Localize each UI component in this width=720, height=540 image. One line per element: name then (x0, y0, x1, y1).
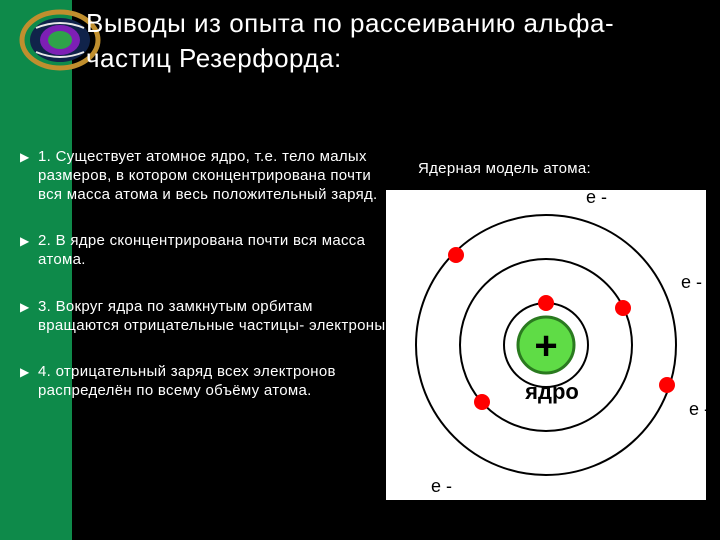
page-title: Выводы из опыта по рассеиванию альфа-час… (86, 6, 646, 76)
svg-text:+: + (534, 324, 557, 368)
list-item: ▶ 2. В ядре сконцентрирована почти вся м… (20, 232, 390, 270)
bullet-text: 1. Существует атомное ядро, т.е. тело ма… (38, 148, 390, 204)
svg-text:e -: e - (681, 272, 702, 292)
list-item: ▶ 3. Вокруг ядра по замкнутым орбитам вр… (20, 298, 390, 336)
diagram-caption: Ядерная модель атома: (418, 160, 591, 177)
svg-text:e -: e - (431, 476, 452, 496)
bullet-text: 2. В ядре сконцентрирована почти вся мас… (38, 232, 390, 270)
bullet-list: ▶ 1. Существует атомное ядро, т.е. тело … (20, 148, 390, 429)
bullet-marker-icon: ▶ (20, 232, 38, 249)
bullet-marker-icon: ▶ (20, 148, 38, 165)
bullet-text: 3. Вокруг ядра по замкнутым орбитам вращ… (38, 298, 390, 336)
svg-text:e -: e - (689, 399, 706, 419)
list-item: ▶ 4. отрицательный заряд всех электронов… (20, 363, 390, 401)
bullet-marker-icon: ▶ (20, 363, 38, 380)
atom-diagram: + ядро e - e - e - e - (386, 190, 706, 500)
bullet-text: 4. отрицательный заряд всех электронов р… (38, 363, 390, 401)
svg-text:e -: e - (586, 190, 607, 207)
svg-text:ядро: ядро (524, 379, 579, 404)
bullet-marker-icon: ▶ (20, 298, 38, 315)
list-item: ▶ 1. Существует атомное ядро, т.е. тело … (20, 148, 390, 204)
